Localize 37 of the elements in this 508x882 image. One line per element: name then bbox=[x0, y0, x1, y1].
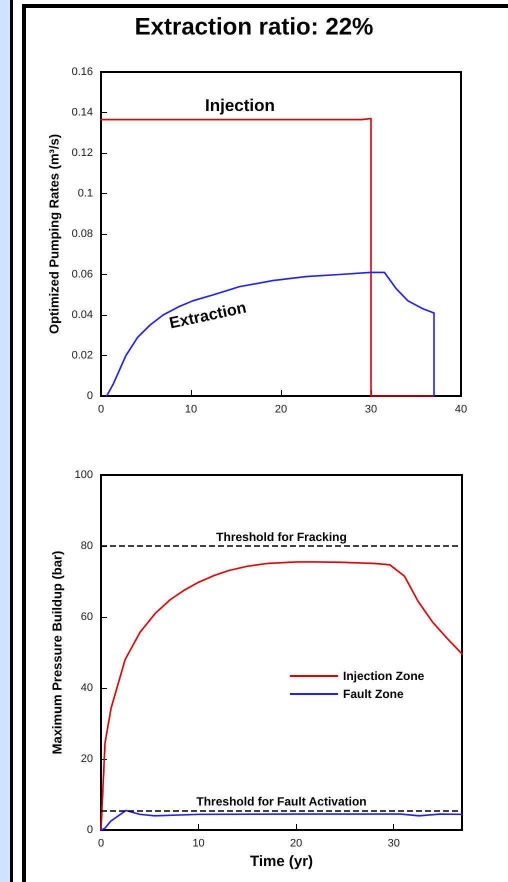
x-axis-title: Time (yr) bbox=[250, 852, 314, 870]
x-tick-label: 0 bbox=[98, 838, 104, 850]
y-tick-label: 0 bbox=[86, 824, 93, 836]
y-tick-label: 0.1 bbox=[78, 188, 93, 200]
y-tick-label: 0 bbox=[86, 390, 93, 402]
legend-label: Injection Zone bbox=[343, 669, 425, 683]
y-tick-label: 0.08 bbox=[72, 228, 93, 240]
x-tick-label: 40 bbox=[454, 404, 468, 416]
x-tick-label: 30 bbox=[388, 838, 400, 850]
x-tick-label: 30 bbox=[364, 404, 378, 416]
line-series bbox=[100, 810, 463, 831]
line-series bbox=[106, 272, 435, 397]
y-tick-label: 0.02 bbox=[72, 350, 93, 362]
y-axis-title: Optimized Pumping Rates (m³/s) bbox=[46, 134, 62, 334]
x-tick-label: 0 bbox=[98, 404, 104, 416]
y-tick-label: 40 bbox=[80, 682, 93, 694]
legend-label: Fault Zone bbox=[343, 687, 404, 701]
y-tick-label: 0.12 bbox=[72, 147, 93, 159]
ref-line-label: Threshold for Fracking bbox=[216, 530, 347, 544]
text: Extraction bbox=[168, 300, 248, 332]
y-tick-label: 0.06 bbox=[72, 268, 93, 280]
y-tick-label: 100 bbox=[74, 469, 93, 481]
y-tick-label: 0.04 bbox=[72, 309, 93, 321]
x-tick-label: 10 bbox=[184, 404, 198, 416]
y-tick-label: 60 bbox=[80, 611, 93, 623]
x-tick-label: 20 bbox=[290, 838, 302, 850]
line-series bbox=[100, 561, 463, 831]
y-tick-label: 0.14 bbox=[72, 106, 93, 118]
y-tick-label: 0.16 bbox=[72, 66, 93, 78]
chart-title: Extraction ratio: 22% bbox=[134, 14, 374, 40]
series-label: Injection bbox=[205, 96, 275, 115]
y-axis-title: Maximum Pressure Buildup (bar) bbox=[50, 550, 65, 754]
y-tick-label: 80 bbox=[80, 540, 93, 552]
ref-line-label: Threshold for Fault Activation bbox=[196, 794, 367, 808]
x-tick-label: 20 bbox=[274, 404, 288, 416]
x-tick-label: 10 bbox=[192, 838, 205, 850]
y-tick-label: 20 bbox=[80, 753, 93, 765]
